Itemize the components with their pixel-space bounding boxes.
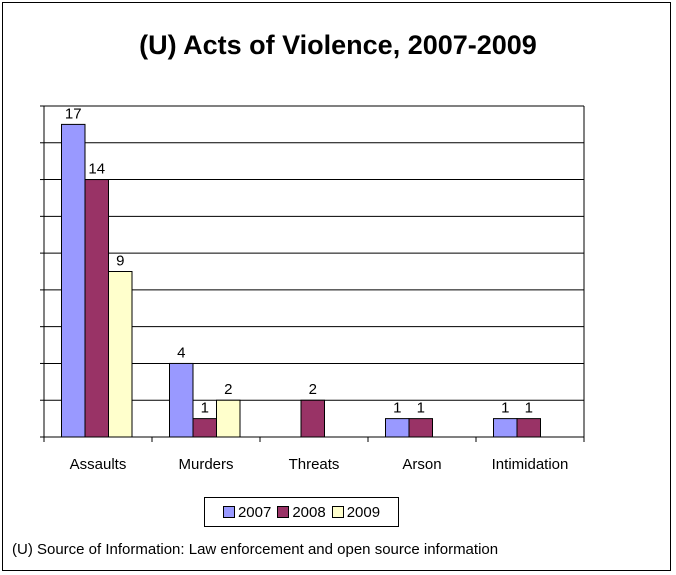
data-label-2007-murders: 4 [177, 344, 185, 361]
legend-label-2007: 2007 [238, 504, 271, 521]
bar-2007-assaults [62, 124, 86, 437]
category-label-arson: Arson [402, 456, 441, 473]
data-label-2008-threats: 2 [309, 381, 317, 398]
category-label-murders: Murders [178, 456, 233, 473]
bar-2007-intimidation [494, 419, 518, 437]
bar-2008-threats [301, 400, 325, 437]
data-label-2008-assaults: 14 [88, 161, 105, 178]
bar-2008-arson [409, 419, 433, 437]
data-label-2007-arson: 1 [393, 400, 401, 417]
category-label-assaults: Assaults [70, 456, 127, 473]
data-label-2008-intimidation: 1 [525, 400, 533, 417]
legend: 2007 2008 2009 [204, 497, 399, 527]
bar-2009-assaults [109, 272, 133, 438]
data-label-2007-assaults: 17 [65, 105, 82, 122]
source-note: (U) Source of Information: Law enforceme… [12, 541, 498, 558]
legend-swatch-2009 [332, 506, 344, 518]
data-label-2008-murders: 1 [201, 400, 209, 417]
bar-2008-murders [193, 419, 217, 437]
category-label-intimidation: Intimidation [492, 456, 569, 473]
data-label-2008-arson: 1 [417, 400, 425, 417]
data-label-2007-intimidation: 1 [501, 400, 509, 417]
data-label-2009-assaults: 9 [116, 253, 124, 270]
bar-2007-murders [170, 363, 194, 437]
legend-label-2008: 2008 [292, 504, 325, 521]
bar-2007-arson [386, 419, 410, 437]
bar-2008-intimidation [517, 419, 541, 437]
legend-item-2009: 2009 [332, 504, 380, 521]
legend-item-2007: 2007 [223, 504, 271, 521]
legend-label-2009: 2009 [347, 504, 380, 521]
bar-2008-assaults [85, 180, 109, 437]
legend-item-2008: 2008 [277, 504, 325, 521]
category-label-threats: Threats [289, 456, 340, 473]
bar-2009-murders [217, 400, 241, 437]
legend-swatch-2008 [277, 506, 289, 518]
data-label-2009-murders: 2 [224, 381, 232, 398]
legend-swatch-2007 [223, 506, 235, 518]
